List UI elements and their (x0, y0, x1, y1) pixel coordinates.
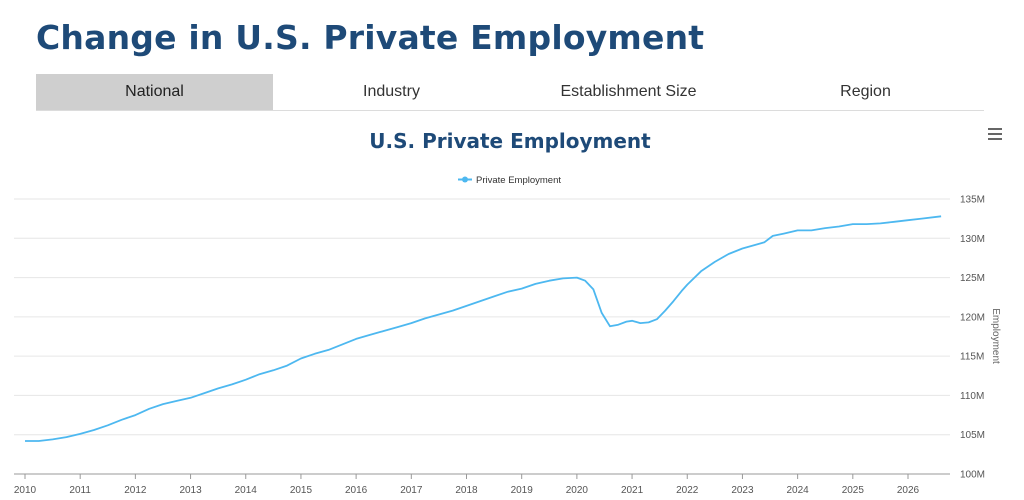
x-tick-label: 2015 (290, 485, 313, 496)
chart-legend[interactable]: Private Employment (458, 175, 561, 186)
x-tick-label: 2024 (787, 485, 810, 496)
y-tick-label: 105M (960, 430, 985, 441)
x-tick-label: 2013 (179, 485, 202, 496)
x-tick-label: 2012 (124, 485, 147, 496)
tab-establishment-size[interactable]: Establishment Size (560, 83, 697, 100)
tab-national[interactable]: National (36, 74, 273, 110)
y-tick-label: 100M (960, 470, 985, 481)
x-tick-label: 2026 (897, 485, 920, 496)
chart-title: U.S. Private Employment (369, 129, 651, 153)
x-tick-label: 2020 (566, 485, 589, 496)
x-tick-label: 2023 (731, 485, 754, 496)
x-tick-label: 2011 (69, 485, 91, 496)
y-axis: 100M 105M 110M 115M 120M 125M 130M 135M (960, 195, 985, 481)
y-tick-label: 110M (960, 391, 984, 402)
x-tick-label: 2019 (511, 485, 534, 496)
grid-lines (14, 198, 950, 475)
view-tabs: National Industry Establishment Size Reg… (36, 74, 984, 111)
y-tick-label: 125M (960, 273, 985, 284)
employment-line-chart: U.S. Private Employment Private Employme… (14, 129, 1001, 496)
x-tick-label: 2018 (455, 485, 478, 496)
y-tick-label: 135M (960, 195, 985, 206)
x-tick-label: 2025 (842, 485, 865, 496)
x-tick-label: 2016 (345, 485, 368, 496)
x-tick-label: 2022 (676, 485, 699, 496)
y-tick-label: 115M (960, 352, 984, 363)
page-title: Change in U.S. Private Employment (36, 18, 705, 57)
legend-marker (462, 176, 468, 183)
y-tick-label: 130M (960, 234, 985, 245)
x-tick-label: 2010 (14, 485, 37, 496)
tab-industry[interactable]: Industry (363, 83, 420, 100)
y-tick-label: 120M (960, 312, 985, 323)
x-tick-label: 2014 (235, 485, 258, 496)
tab-region[interactable]: Region (840, 83, 891, 100)
x-tick-label: 2017 (400, 485, 423, 496)
chart-menu-icon[interactable] (988, 128, 1002, 142)
series-line-private-employment[interactable] (25, 215, 942, 442)
y-axis-title: Employment (990, 308, 1001, 364)
x-axis: 2010 2011 2012 2013 2014 2015 2016 2017 2018 2019… (14, 474, 920, 496)
x-tick-label: 2021 (621, 485, 644, 496)
legend-label: Private Employment (476, 175, 561, 186)
